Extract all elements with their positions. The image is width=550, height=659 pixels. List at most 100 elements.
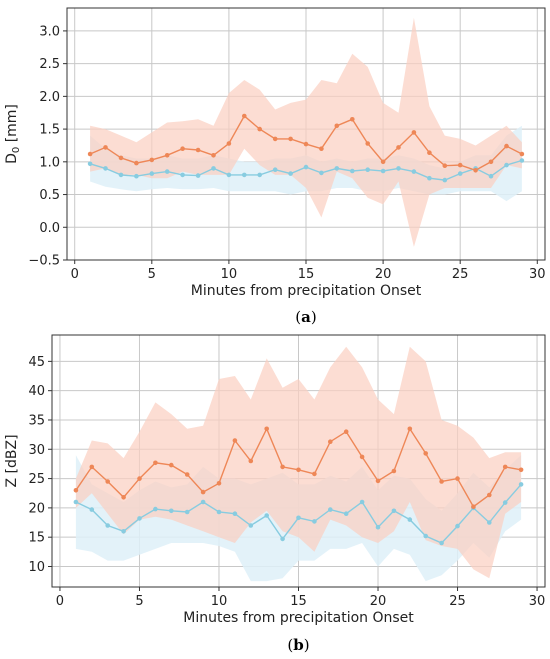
panel-label-a: (a) — [295, 308, 316, 326]
data-point — [520, 152, 525, 157]
data-point — [233, 438, 238, 443]
data-point — [319, 171, 324, 176]
x-tick-label: 0 — [71, 267, 79, 282]
data-point — [439, 541, 444, 546]
x-tick-label: 25 — [449, 594, 466, 609]
data-point — [185, 510, 190, 515]
data-point — [137, 476, 142, 481]
data-point — [257, 127, 262, 132]
data-point — [217, 510, 222, 515]
y-tick-label: 1.0 — [39, 155, 60, 170]
data-point — [169, 509, 174, 514]
y-tick-label: 15 — [28, 531, 45, 546]
y-tick-label: 2.5 — [39, 57, 60, 72]
data-point — [264, 427, 269, 432]
x-tick-label: 25 — [452, 267, 469, 282]
data-point — [280, 537, 285, 542]
y-axis-label-b: Z [dBZ] — [4, 434, 20, 487]
data-point — [180, 173, 185, 178]
data-point — [443, 163, 448, 168]
data-point — [365, 141, 370, 146]
y-tick-label: 1.5 — [39, 123, 60, 138]
data-point — [227, 141, 232, 146]
x-axis-label-a: Minutes from precipitation Onset — [191, 283, 422, 299]
data-point — [381, 160, 386, 165]
data-point — [427, 176, 432, 181]
x-tick-label: 30 — [529, 594, 546, 609]
data-point — [350, 169, 355, 174]
data-point — [88, 152, 93, 157]
data-point — [196, 173, 201, 178]
x-tick-label: 15 — [290, 594, 307, 609]
data-point — [412, 130, 417, 135]
data-point — [105, 479, 110, 484]
data-point — [304, 165, 309, 170]
data-point — [392, 509, 397, 514]
y-tick-label: 40 — [28, 384, 45, 399]
data-point — [105, 523, 110, 528]
y-tick-label: 0.0 — [39, 221, 60, 236]
y-axis-label-a-unit: [mm] — [4, 104, 20, 147]
data-point — [196, 148, 201, 153]
data-point — [103, 166, 108, 171]
x-tick-label: 15 — [298, 267, 315, 282]
data-point — [264, 513, 269, 518]
data-point — [217, 481, 222, 486]
data-point — [328, 439, 333, 444]
data-point — [392, 469, 397, 474]
data-point — [489, 174, 494, 179]
data-point — [249, 459, 254, 464]
data-point — [201, 500, 206, 505]
data-point — [312, 472, 317, 477]
y-tick-label: −0.5 — [28, 254, 60, 269]
data-point — [304, 142, 309, 147]
chart-panel-a: 0 5 10 15 20 25 30 −0.5 0.0 0.5 1.0 1.5 2.0 2.5 3.0 Mi… — [4, 8, 546, 326]
data-point — [471, 504, 476, 509]
data-point — [408, 517, 413, 522]
data-point — [455, 524, 460, 529]
data-point — [360, 500, 365, 505]
panel-letter-a: a — [301, 308, 311, 326]
data-point — [288, 171, 293, 176]
data-point — [211, 153, 216, 158]
data-point — [211, 166, 216, 171]
data-point — [312, 519, 317, 524]
data-point — [273, 167, 278, 172]
data-point — [74, 488, 79, 493]
data-point — [427, 150, 432, 155]
data-point — [489, 160, 494, 165]
data-point — [487, 493, 492, 498]
data-point — [423, 451, 428, 456]
data-point — [458, 171, 463, 176]
x-tick-label: 10 — [221, 267, 238, 282]
data-point — [137, 516, 142, 521]
data-point — [249, 523, 254, 528]
data-point — [504, 163, 509, 168]
data-point — [121, 529, 126, 534]
x-tick-label: 5 — [148, 267, 156, 282]
data-point — [273, 137, 278, 142]
data-point — [242, 173, 247, 178]
data-point — [328, 507, 333, 512]
data-point — [88, 162, 93, 167]
panel-label-b: (b) — [287, 636, 309, 654]
data-point — [344, 429, 349, 434]
x-tick-label: 20 — [375, 267, 392, 282]
data-point — [119, 156, 124, 161]
data-point — [350, 117, 355, 122]
data-point — [90, 465, 95, 470]
data-point — [134, 161, 139, 166]
data-point — [233, 511, 238, 516]
y-tick-label: 30 — [28, 443, 45, 458]
data-point — [180, 146, 185, 151]
data-point — [319, 146, 324, 151]
panel-letter-b: b — [293, 636, 304, 654]
y-tick-label: 2.0 — [39, 90, 60, 105]
chart-panel-b: 0 5 10 15 20 25 30 10 15 20 25 30 35 40 45 Minutes fro… — [4, 335, 545, 654]
data-point — [296, 516, 301, 521]
x-tick-label: 10 — [211, 594, 228, 609]
data-point — [242, 114, 247, 119]
data-point — [201, 490, 206, 495]
data-point — [376, 479, 381, 484]
